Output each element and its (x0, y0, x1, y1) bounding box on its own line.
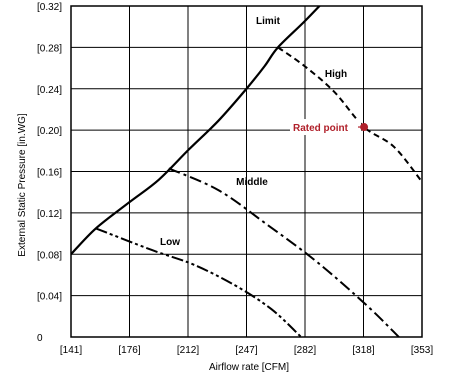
curve-label-middle: Middle (236, 177, 268, 188)
curve-labels: Limit High Middle Low (160, 16, 347, 248)
annotations: Rated point (290, 119, 369, 136)
curve-label-low: Low (160, 237, 180, 248)
x-tick-label: [176] (118, 345, 140, 356)
y-tick-label: [0.12] (37, 209, 62, 220)
x-tick-label: [212] (177, 345, 199, 356)
y-tick-label: [0.16] (37, 168, 62, 179)
series-low-line (95, 227, 302, 337)
series-high-line (277, 46, 422, 183)
rated-point-marker (360, 123, 369, 132)
y-tick-label: [0.20] (37, 126, 62, 137)
x-tick-label: [353] (411, 345, 433, 356)
grid (70, 5, 423, 338)
series-limit-line (71, 6, 321, 256)
curve-label-high: High (325, 69, 347, 80)
x-axis-label: Airflow rate [CFM] (209, 362, 289, 373)
y-axis-label: External Static Pressure [in.WG] (17, 113, 28, 257)
y-tick-label: [0.32] (37, 2, 62, 13)
y-tick-labels: 0 [0.04] [0.08] [0.12] [0.16] [0.20] [0.24] [0.… (37, 2, 62, 344)
y-tick-label: [0.08] (37, 250, 62, 261)
x-tick-label: [282] (294, 345, 316, 356)
y-tick-label: 0 (37, 333, 43, 344)
plot-border (70, 5, 423, 338)
x-tick-label: [318] (352, 345, 374, 356)
y-tick-label: [0.24] (37, 85, 62, 96)
rated-point-label: Rated point (293, 123, 349, 134)
x-tick-label: [141] (60, 345, 82, 356)
x-tick-label: [247] (235, 345, 257, 356)
x-tick-labels: [141] [176] [212] [247] [282] [318] [353] (60, 345, 433, 356)
curves (71, 6, 422, 337)
rated-point-label-bg (290, 119, 361, 136)
curve-label-limit: Limit (256, 16, 281, 27)
series-middle-line (168, 167, 400, 337)
y-tick-label: [0.04] (37, 292, 62, 303)
y-tick-label: [0.28] (37, 43, 62, 54)
